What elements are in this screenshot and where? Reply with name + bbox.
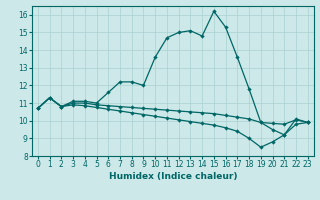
X-axis label: Humidex (Indice chaleur): Humidex (Indice chaleur) [108,172,237,181]
